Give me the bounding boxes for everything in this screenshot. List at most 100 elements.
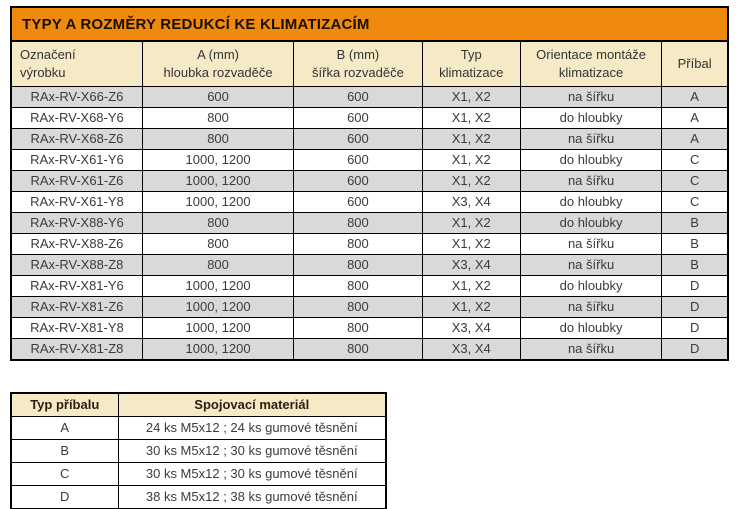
cell-pribal: A [661,86,729,108]
cell-type: X1, X2 [421,296,521,318]
table-row: RAx-RV-X88-Z6 800 800 X1, X2 na šířku B [10,233,729,255]
cell-orientation: na šířku [519,170,663,192]
cell-a: 800 [141,107,295,129]
cell-product: RAx-RV-X81-Z8 [10,338,143,361]
cell-type: X1, X2 [421,128,521,150]
main-table-title-row: TYPY A ROZMĚRY REDUKCÍ KE KLIMATIZACÍM [10,6,729,42]
cell-orientation: na šířku [519,254,663,276]
cell-type: X1, X2 [421,149,521,171]
cell-pack-type: A [10,416,119,440]
cell-b: 800 [293,317,423,339]
cell-product: RAx-RV-X66-Z6 [10,86,143,108]
cell-pack-type: C [10,462,119,486]
table-row: A 24 ks M5x12 ; 24 ks gumové těsnění [10,416,387,440]
table-row: RAx-RV-X68-Y6 800 600 X1, X2 do hloubky … [10,107,729,129]
column-header-pribal: Příbal [661,40,729,87]
cell-b: 800 [293,296,423,318]
cell-a: 1000, 1200 [141,338,295,361]
cell-product: RAx-RV-X68-Y6 [10,107,143,129]
cell-b: 800 [293,212,423,234]
cell-material: 30 ks M5x12 ; 30 ks gumové těsnění [117,462,387,486]
table-row: D 38 ks M5x12 ; 38 ks gumové těsnění [10,485,387,509]
cell-orientation: do hloubky [519,107,663,129]
cell-a: 1000, 1200 [141,275,295,297]
cell-product: RAx-RV-X61-Y8 [10,191,143,213]
cell-material: 38 ks M5x12 ; 38 ks gumové těsnění [117,485,387,509]
table-row: C 30 ks M5x12 ; 30 ks gumové těsnění [10,462,387,486]
cell-product: RAx-RV-X81-Y6 [10,275,143,297]
table-row: RAx-RV-X88-Y6 800 800 X1, X2 do hloubky … [10,212,729,234]
table-row: RAx-RV-X81-Z6 1000, 1200 800 X1, X2 na š… [10,296,729,318]
cell-pribal: C [661,149,729,171]
main-table-title: TYPY A ROZMĚRY REDUKCÍ KE KLIMATIZACÍM [10,6,729,42]
cell-orientation: na šířku [519,128,663,150]
cell-type: X1, X2 [421,107,521,129]
cell-pack-type: B [10,439,119,463]
column-header-typ-klimatizace: Typ klimatizace [421,40,521,87]
table-row: RAx-RV-X66-Z6 600 600 X1, X2 na šířku A [10,86,729,108]
table-row: RAx-RV-X61-Y8 1000, 1200 600 X3, X4 do h… [10,191,729,213]
cell-product: RAx-RV-X61-Y6 [10,149,143,171]
cell-pack-type: D [10,485,119,509]
cell-orientation: na šířku [519,338,663,361]
cell-pribal: D [661,275,729,297]
cell-pribal: D [661,317,729,339]
column-header-a-mm: A (mm) hloubka rozvaděče [141,40,295,87]
cell-a: 1000, 1200 [141,191,295,213]
cell-a: 800 [141,254,295,276]
cell-type: X1, X2 [421,275,521,297]
table-row: B 30 ks M5x12 ; 30 ks gumové těsnění [10,439,387,463]
cell-pribal: B [661,233,729,255]
cell-type: X3, X4 [421,254,521,276]
cell-type: X1, X2 [421,170,521,192]
cell-pribal: B [661,254,729,276]
cell-orientation: do hloubky [519,212,663,234]
cell-type: X1, X2 [421,86,521,108]
table-row: RAx-RV-X88-Z8 800 800 X3, X4 na šířku B [10,254,729,276]
table-row: RAx-RV-X61-Y6 1000, 1200 600 X1, X2 do h… [10,149,729,171]
cell-pribal: A [661,128,729,150]
table-row: RAx-RV-X81-Z8 1000, 1200 800 X3, X4 na š… [10,338,729,361]
main-table-header-row: Označení výrobku A (mm) hloubka rozvaděč… [10,40,729,87]
cell-orientation: do hloubky [519,191,663,213]
cell-b: 600 [293,191,423,213]
cell-product: RAx-RV-X81-Z6 [10,296,143,318]
cell-product: RAx-RV-X68-Z6 [10,128,143,150]
cell-orientation: na šířku [519,233,663,255]
column-header-b-mm: B (mm) šířka rozvaděče [293,40,423,87]
cell-b: 600 [293,149,423,171]
cell-type: X3, X4 [421,338,521,361]
table-row: RAx-RV-X68-Z6 800 600 X1, X2 na šířku A [10,128,729,150]
cell-type: X3, X4 [421,317,521,339]
cell-type: X1, X2 [421,212,521,234]
table-row: RAx-RV-X81-Y8 1000, 1200 800 X3, X4 do h… [10,317,729,339]
cell-a: 1000, 1200 [141,317,295,339]
cell-b: 800 [293,254,423,276]
cell-b: 800 [293,338,423,361]
cell-orientation: do hloubky [519,275,663,297]
cell-b: 600 [293,86,423,108]
column-header-spojovaci-material: Spojovací materiál [117,392,387,417]
cell-b: 800 [293,275,423,297]
cell-a: 1000, 1200 [141,149,295,171]
cell-b: 600 [293,170,423,192]
cell-orientation: do hloubky [519,149,663,171]
column-header-oznaceni-vyrobku: Označení výrobku [10,40,143,87]
cell-type: X1, X2 [421,233,521,255]
cell-product: RAx-RV-X61-Z6 [10,170,143,192]
cell-orientation: do hloubky [519,317,663,339]
cell-material: 30 ks M5x12 ; 30 ks gumové těsnění [117,439,387,463]
cell-product: RAx-RV-X81-Y8 [10,317,143,339]
cell-a: 800 [141,212,295,234]
accessory-table: Typ příbalu Spojovací materiál A 24 ks M… [10,392,387,509]
cell-a: 1000, 1200 [141,296,295,318]
cell-b: 800 [293,233,423,255]
column-header-typ-pribalu: Typ příbalu [10,392,119,417]
cell-pribal: C [661,191,729,213]
cell-orientation: na šířku [519,86,663,108]
column-header-orientace-montaze: Orientace montáže klimatizace [519,40,663,87]
cell-material: 24 ks M5x12 ; 24 ks gumové těsnění [117,416,387,440]
cell-product: RAx-RV-X88-Y6 [10,212,143,234]
cell-a: 1000, 1200 [141,170,295,192]
